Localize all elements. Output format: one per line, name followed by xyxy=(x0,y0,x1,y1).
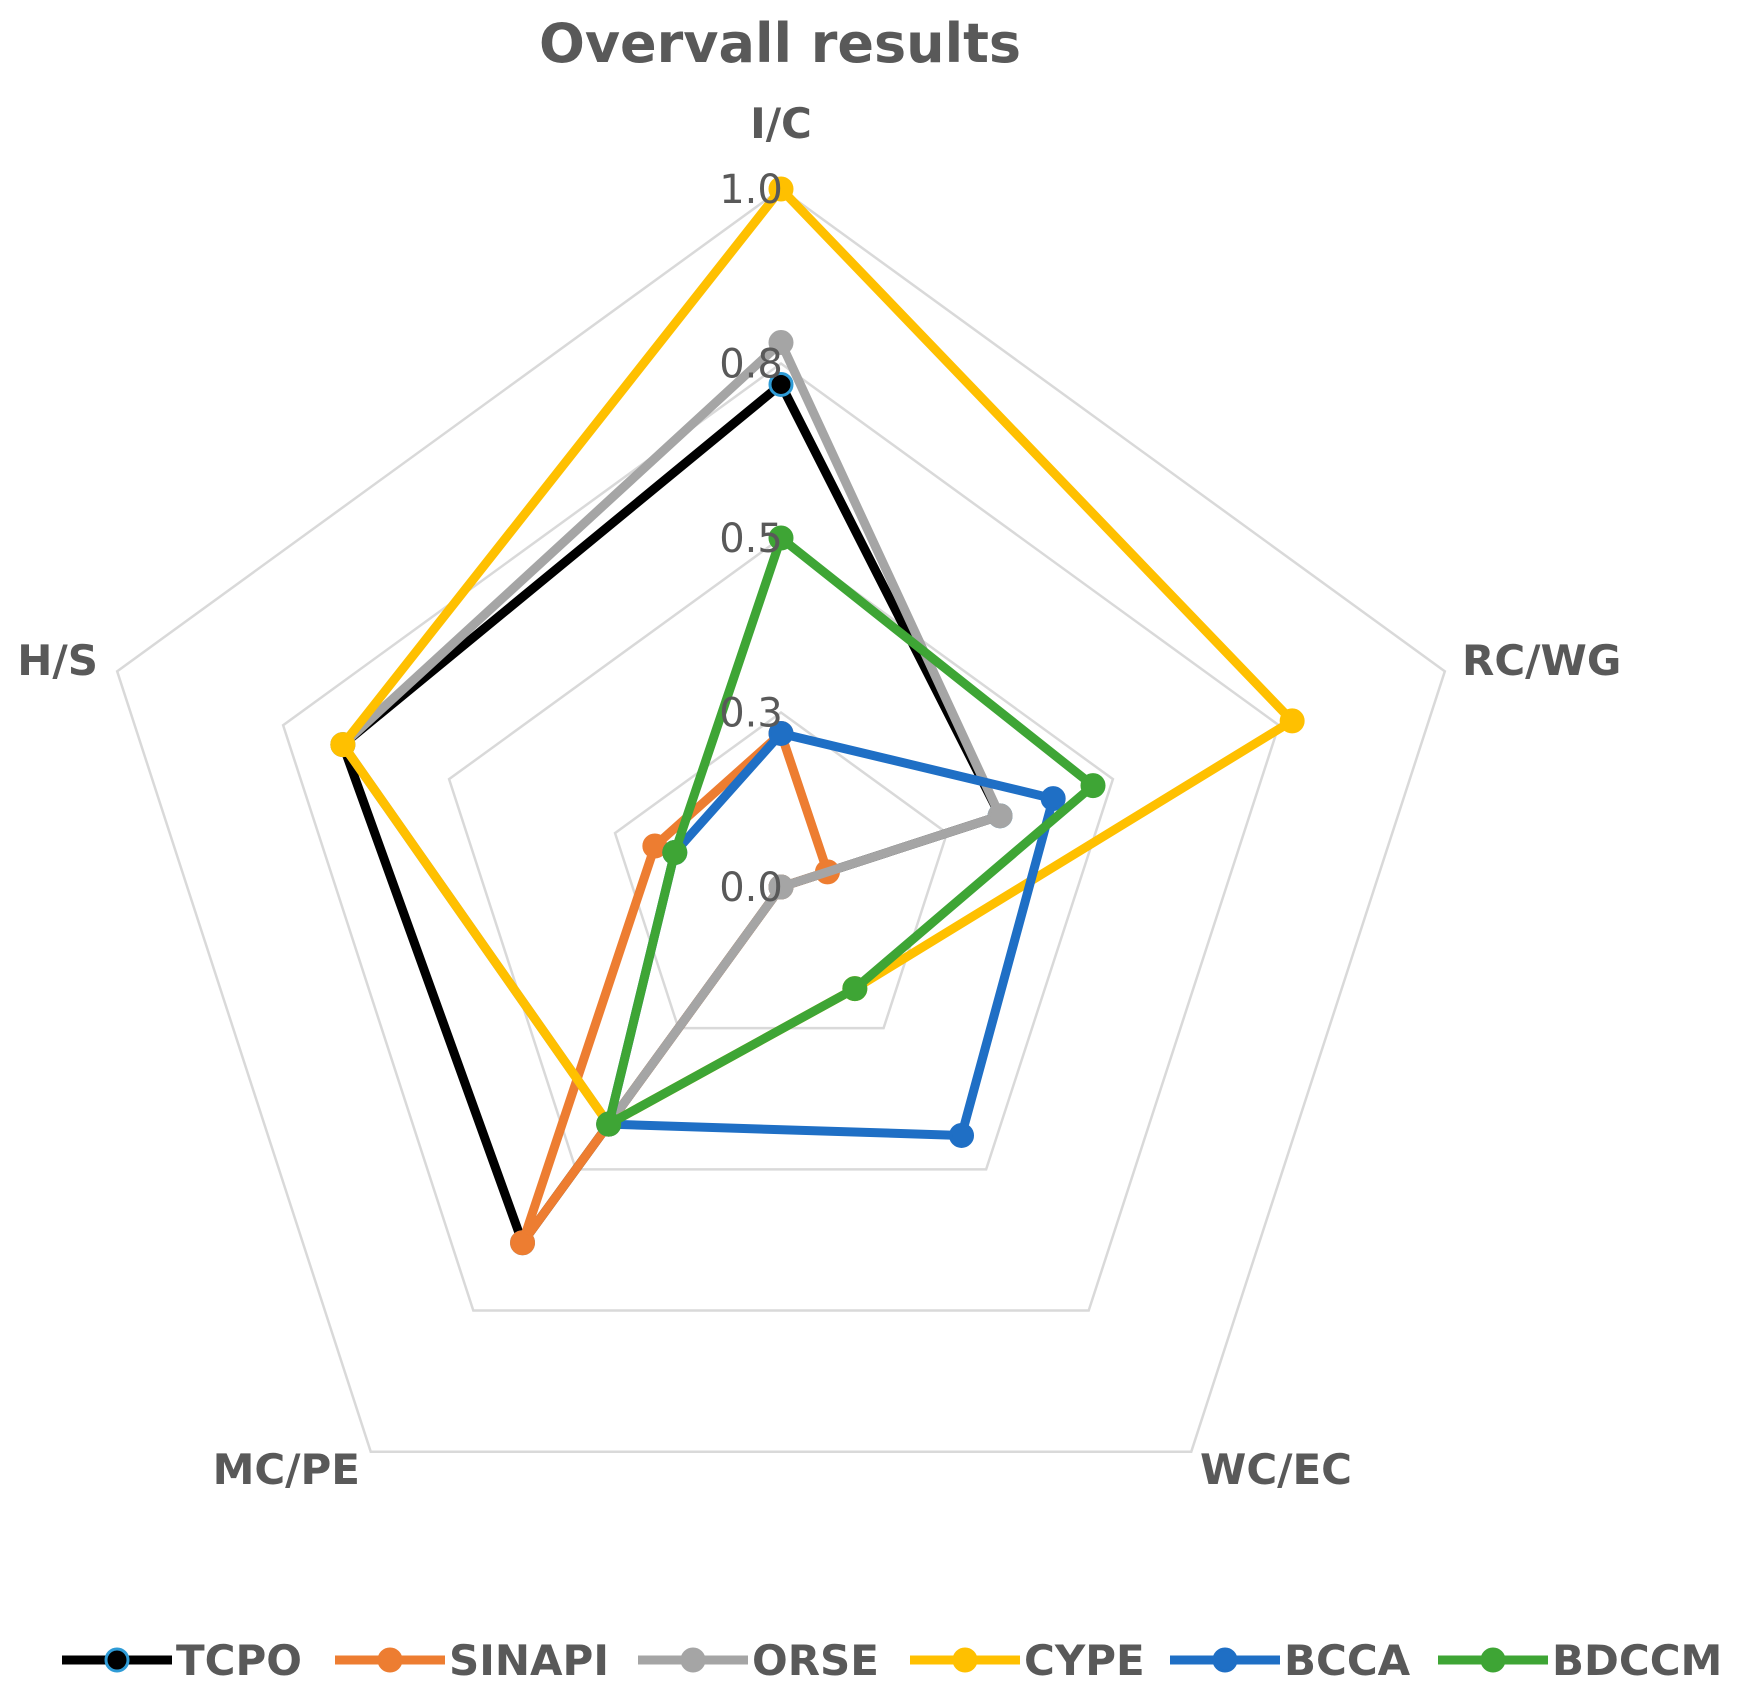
legend-swatch-marker xyxy=(680,1647,706,1673)
data-point xyxy=(768,525,794,551)
data-point xyxy=(1040,786,1066,812)
series-sinapi xyxy=(510,720,840,1256)
legend-item-tcpo: TCPO xyxy=(62,1636,302,1685)
data-point xyxy=(1080,773,1106,799)
legend-item-bdccm: BDCCM xyxy=(1438,1636,1722,1685)
data-point xyxy=(768,330,794,356)
legend-item-orse: ORSE xyxy=(638,1636,879,1685)
tick-label: 0.3 xyxy=(719,691,783,737)
legend-swatch-marker xyxy=(104,1647,130,1673)
tick-label: 0.5 xyxy=(719,516,783,562)
series-line xyxy=(604,533,1098,1129)
legend: TCPO SINAPI ORSE CYPE BCCA BDCCM xyxy=(62,1636,1722,1685)
legend-label: CYPE xyxy=(1024,1636,1145,1685)
data-point xyxy=(330,732,356,758)
series-cype xyxy=(330,176,1305,1137)
grid-ring-2 xyxy=(447,536,1115,1171)
series-line xyxy=(338,379,1005,1248)
grid-ring-3 xyxy=(281,361,1281,1312)
legend-label: BDCCM xyxy=(1552,1636,1722,1685)
axis-label: MC/PE xyxy=(213,1445,360,1494)
data-point xyxy=(949,1122,975,1148)
legend-swatch-marker xyxy=(1480,1647,1506,1673)
data-point xyxy=(768,176,794,202)
series-group xyxy=(330,176,1305,1256)
series-line xyxy=(338,184,1297,1129)
series-orse xyxy=(330,330,1013,1137)
data-point xyxy=(768,874,794,900)
tick-label: 0.0 xyxy=(719,865,783,911)
series-bcca xyxy=(596,720,1066,1148)
legend-item-sinapi: SINAPI xyxy=(335,1636,609,1685)
legend-label: BCCA xyxy=(1284,1636,1411,1685)
tick-label: 1.0 xyxy=(719,167,783,213)
legend-item-cype: CYPE xyxy=(910,1636,1145,1685)
legend-label: TCPO xyxy=(176,1636,302,1685)
legend-label: ORSE xyxy=(752,1636,879,1685)
grid-ring-4 xyxy=(115,187,1447,1453)
axis-label: I/C xyxy=(750,99,812,148)
tick-label: 0.8 xyxy=(719,342,783,388)
data-point xyxy=(1279,708,1305,734)
data-point xyxy=(768,720,794,746)
data-point xyxy=(510,1230,536,1256)
axis-label: H/S xyxy=(17,636,98,685)
chart-title: Overvall results xyxy=(539,12,1021,75)
legend-swatch-marker xyxy=(377,1647,403,1673)
series-bdccm xyxy=(596,525,1106,1137)
data-point xyxy=(842,976,868,1002)
tick-labels: 0.0 0.3 0.5 0.8 1.0 xyxy=(719,167,783,911)
series-line xyxy=(338,338,1005,1129)
series-line xyxy=(604,728,1058,1140)
axis-labels: I/C RC/WG WC/EC MC/PE H/S xyxy=(17,99,1621,1494)
data-point xyxy=(987,803,1013,829)
legend-swatch-marker xyxy=(952,1647,978,1673)
legend-label: SINAPI xyxy=(449,1636,609,1685)
axis-label: RC/WG xyxy=(1462,636,1621,685)
legend-item-bcca: BCCA xyxy=(1170,1636,1411,1685)
axis-label: WC/EC xyxy=(1200,1445,1352,1494)
data-point xyxy=(596,1111,622,1137)
data-point xyxy=(768,371,794,397)
series-line xyxy=(518,728,832,1248)
legend-swatch-marker xyxy=(1212,1647,1238,1673)
data-point xyxy=(662,839,688,865)
